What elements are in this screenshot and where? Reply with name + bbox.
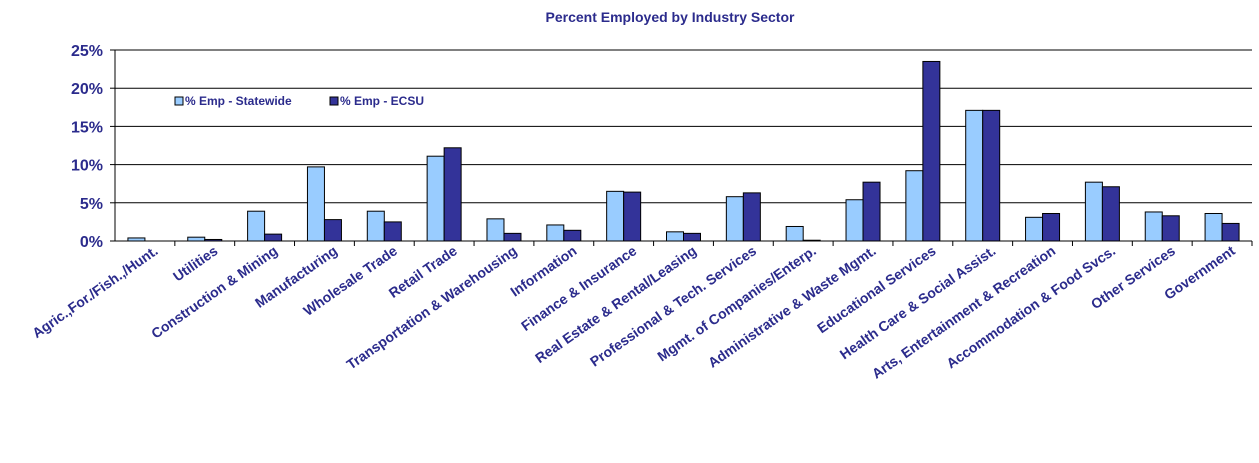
y-axis: 0% 5% 10% 15% 20% 25% <box>71 43 116 251</box>
bar-ecsu <box>623 191 642 242</box>
chart-title: Percent Employed by Industry Sector <box>546 9 796 25</box>
bar-ecsu <box>264 233 283 242</box>
bar-statewide <box>1025 216 1044 242</box>
bar-statewide <box>366 210 385 242</box>
bar-ecsu <box>1221 222 1240 242</box>
legend-label: % Emp - Statewide <box>185 94 292 108</box>
bar-ecsu <box>323 219 342 242</box>
bar-ecsu <box>742 192 761 242</box>
bar-statewide <box>606 190 625 242</box>
bar-statewide <box>247 210 266 242</box>
bar-statewide <box>785 225 804 242</box>
legend-swatch <box>329 96 339 106</box>
bar-statewide <box>725 196 744 242</box>
bar-statewide <box>1144 211 1163 242</box>
x-axis: Agric.,For./Fish.,/Hunt. UtilitiesConstru… <box>29 240 1253 382</box>
y-tick-label: 25% <box>71 43 103 60</box>
bar-ecsu <box>503 232 522 242</box>
bar-ecsu <box>563 229 582 242</box>
bar-statewide <box>426 155 445 242</box>
x-category-label: Agric.,For./Fish.,/Hunt. <box>29 242 161 341</box>
legend-label: % Emp - ECSU <box>340 94 424 108</box>
y-tick-label: 20% <box>71 81 103 98</box>
y-tick-label: 0% <box>80 234 103 251</box>
bar-ecsu <box>982 109 1001 242</box>
bar-statewide <box>486 218 505 242</box>
bar-statewide <box>845 199 864 242</box>
bar-ecsu <box>1101 186 1120 242</box>
bar-statewide <box>965 109 984 242</box>
bar-ecsu <box>862 181 881 242</box>
bar-ecsu <box>443 147 462 242</box>
bar-ecsu <box>383 221 402 242</box>
bar-statewide <box>1084 181 1103 242</box>
x-category-label: Utilities <box>170 242 221 284</box>
bar-statewide <box>1204 212 1223 242</box>
gridlines <box>115 49 1252 204</box>
y-tick-label: 5% <box>80 196 103 213</box>
y-tick-label: 15% <box>71 119 103 136</box>
bars <box>127 60 1240 242</box>
bar-ecsu <box>683 232 701 242</box>
y-tick-label: 10% <box>71 158 103 175</box>
bar-ecsu <box>1042 212 1061 242</box>
bar-statewide <box>546 224 565 242</box>
bar-ecsu <box>922 60 941 242</box>
bar-statewide <box>187 236 206 242</box>
legend: % Emp - Statewide % Emp - ECSU <box>174 94 424 108</box>
bar-statewide <box>905 170 924 242</box>
bar-statewide <box>666 231 684 242</box>
legend-swatch <box>174 96 184 106</box>
bar-statewide <box>306 166 325 242</box>
bar-ecsu <box>1161 215 1180 242</box>
